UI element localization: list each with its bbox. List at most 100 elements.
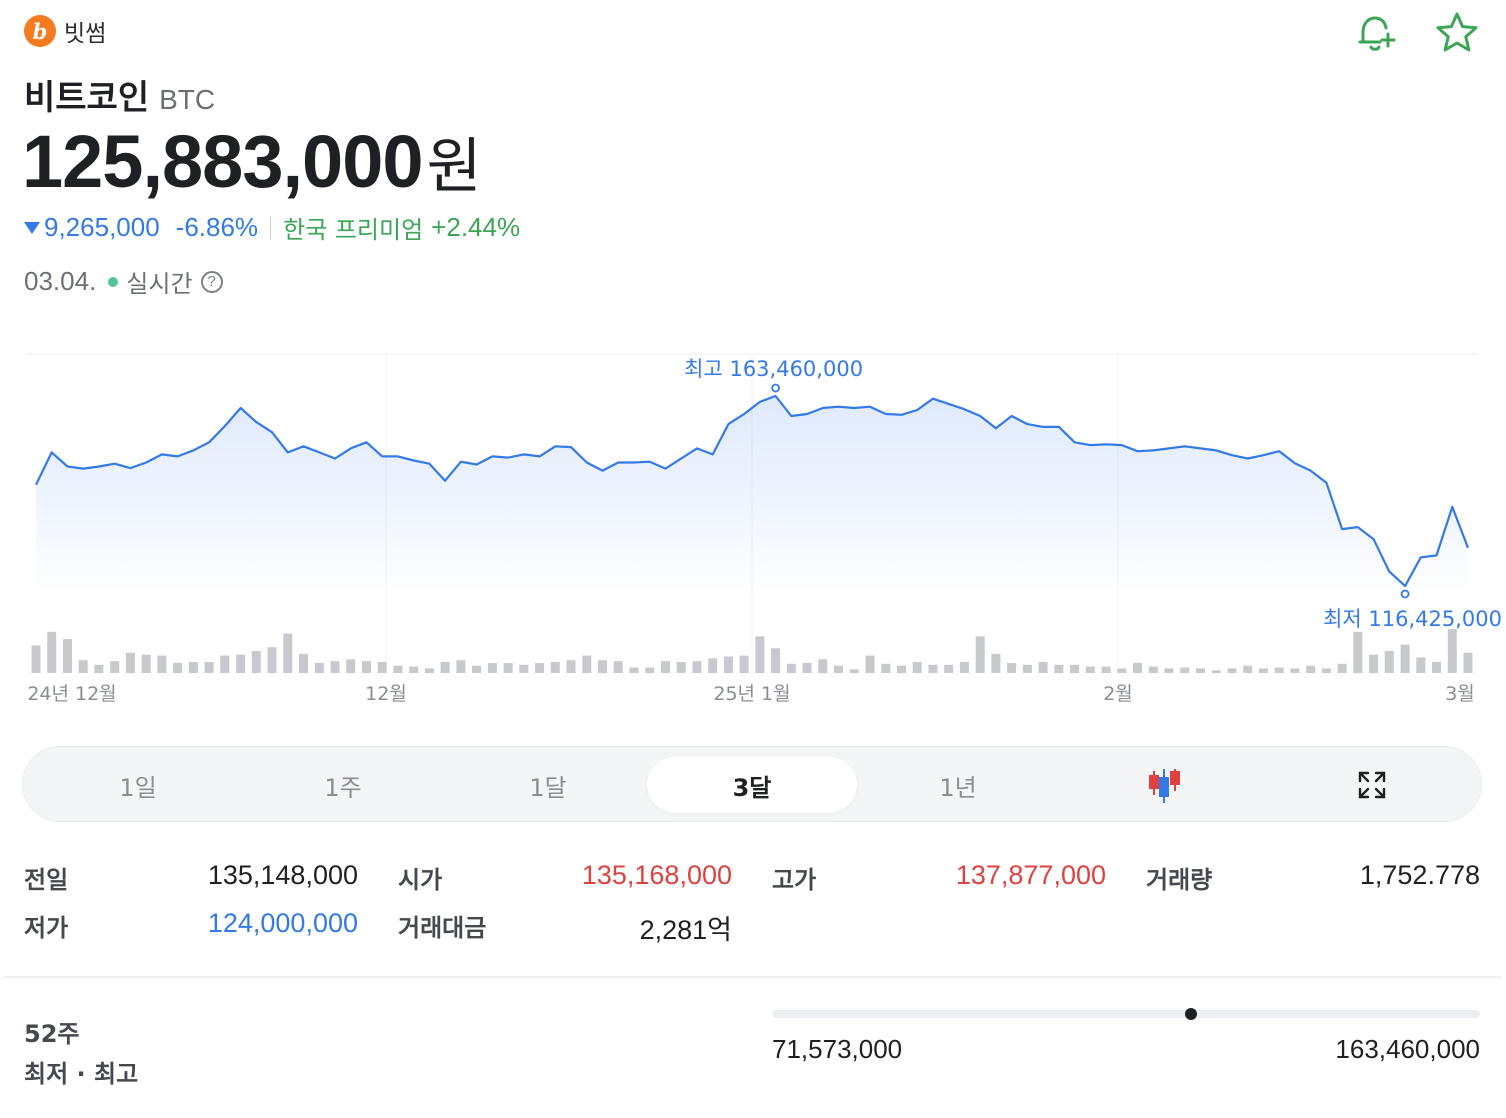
x-axis-label: 25년 1월 [713, 683, 790, 705]
volume-bar [1164, 668, 1174, 673]
x-axis-label: 3월 [1445, 683, 1475, 705]
volume-bar [236, 654, 246, 673]
tab-1d[interactable]: 1일 [119, 773, 157, 802]
coin-title: 비트코인 BTC [24, 70, 215, 119]
volume-bar [188, 662, 198, 673]
top-actions [1350, 8, 1482, 58]
tab-1m[interactable]: 1달 [529, 773, 567, 802]
x-axis-label: 24년 12월 [27, 683, 116, 705]
volume-bar [1321, 668, 1331, 673]
volume-bar [1400, 644, 1410, 673]
volume-bar [125, 652, 135, 673]
volume-bar [283, 633, 293, 673]
low-point-marker [1400, 589, 1410, 599]
help-icon[interactable]: ? [200, 270, 223, 293]
stat-label: 저가 [24, 914, 69, 942]
volume-bar [173, 662, 183, 673]
volume-bar [519, 664, 529, 674]
stat-volume: 거래량 1,752.778 [1146, 860, 1480, 895]
stat-open: 시가 135,168,000 [398, 860, 732, 895]
volume-bar [330, 661, 340, 673]
stat-label: 전일 [24, 866, 69, 894]
volume-bar [1085, 666, 1095, 673]
high-annotation: 최고 163,460,000 [684, 357, 863, 381]
volume-bar [141, 654, 151, 673]
volume-bar [1369, 654, 1379, 673]
volume-bar [771, 648, 781, 674]
volume-bar [755, 636, 765, 673]
stat-value: 137,877,000 [955, 860, 1106, 890]
stat-value: 135,168,000 [581, 860, 732, 890]
stat-value: 2,281억 [639, 915, 732, 945]
volume-bar [47, 631, 57, 674]
bithumb-logo-icon: b [24, 15, 56, 47]
exchange-name: 빗썸 [64, 21, 107, 47]
volume-bar [1117, 668, 1127, 673]
live-indicator-dot [108, 276, 119, 287]
candlestick-icon [1149, 769, 1180, 803]
volume-bar [251, 651, 261, 673]
stat-label: 고가 [772, 866, 817, 894]
volume-bar [802, 662, 812, 673]
fullscreen-button[interactable] [1267, 757, 1477, 813]
volume-bar [1196, 668, 1205, 673]
volume-bar [1290, 668, 1300, 673]
period-tabs: 1일 1주 1달 3달 1년 [22, 746, 1482, 822]
volume-bar [944, 664, 954, 674]
tab-1w[interactable]: 1주 [324, 773, 362, 802]
price-area [36, 396, 1468, 588]
price-chart-svg: 최고 163,460,000 최저 116,425,000 24년 12월 12월… [26, 353, 1502, 705]
volume-bar [1180, 667, 1190, 673]
week52-max: 163,460,000 [1335, 1034, 1480, 1064]
volume-bar [928, 664, 938, 674]
tab-1y[interactable]: 1년 [939, 773, 977, 802]
volume-bar [975, 636, 985, 673]
stat-high: 고가 137,877,000 [772, 860, 1106, 895]
price-value: 125,883,000 [22, 120, 424, 203]
volume-bar [110, 661, 120, 673]
week52-label: 52주 최저 · 최고 [24, 1014, 138, 1094]
volume-bar [409, 666, 419, 673]
change-amount: 9,265,000 [44, 212, 160, 242]
volume-bar [535, 662, 545, 673]
bell-plus-icon[interactable] [1350, 8, 1400, 58]
week52-label-line1: 52주 [24, 1020, 80, 1048]
volume-bar [1447, 629, 1457, 673]
x-axis-labels: 24년 12월 12월 25년 1월 2월 3월 [27, 683, 1474, 705]
volume-bar [661, 661, 670, 673]
volume-bar [1384, 651, 1394, 673]
stat-low: 저가 124,000,000 [24, 908, 358, 943]
timestamp-row: 03.04. 실시간 ? [24, 264, 223, 299]
volume-bar [1306, 665, 1316, 673]
volume-bar [157, 655, 167, 673]
live-label: 실시간 [126, 270, 193, 298]
week52-range-bar [772, 1008, 1480, 1020]
volume-bar [1211, 670, 1221, 674]
stat-value: 135,148,000 [207, 860, 358, 890]
stat-value: 124,000,000 [207, 908, 358, 938]
volume-bar [1022, 664, 1032, 674]
volume-bar [94, 664, 104, 674]
volume-bar [299, 653, 308, 674]
volume-bar [1463, 652, 1473, 673]
volume-bar [503, 662, 513, 673]
star-icon[interactable] [1432, 8, 1482, 58]
week52-min: 71,573,000 [772, 1034, 903, 1064]
divider [270, 215, 272, 240]
tab-3m[interactable]: 3달 [647, 757, 857, 813]
date: 03.04. [24, 266, 97, 296]
volume-bar [1133, 662, 1142, 673]
volume-bar [1432, 662, 1441, 673]
volume-bar [566, 660, 576, 673]
price-chart[interactable]: 최고 163,460,000 최저 116,425,000 24년 12월 12월… [0, 330, 1506, 720]
volume-bar [1274, 667, 1284, 673]
current-price: 125,883,000 원 [22, 118, 482, 205]
volume-bar [629, 667, 639, 673]
volume-bar [723, 656, 733, 673]
volume-bar [204, 662, 214, 673]
volume-bar [881, 663, 891, 673]
volume-bar [598, 660, 607, 673]
change-percent: -6.86% [175, 212, 259, 242]
candlestick-toggle[interactable] [1059, 757, 1269, 813]
volume-bar [708, 658, 718, 673]
